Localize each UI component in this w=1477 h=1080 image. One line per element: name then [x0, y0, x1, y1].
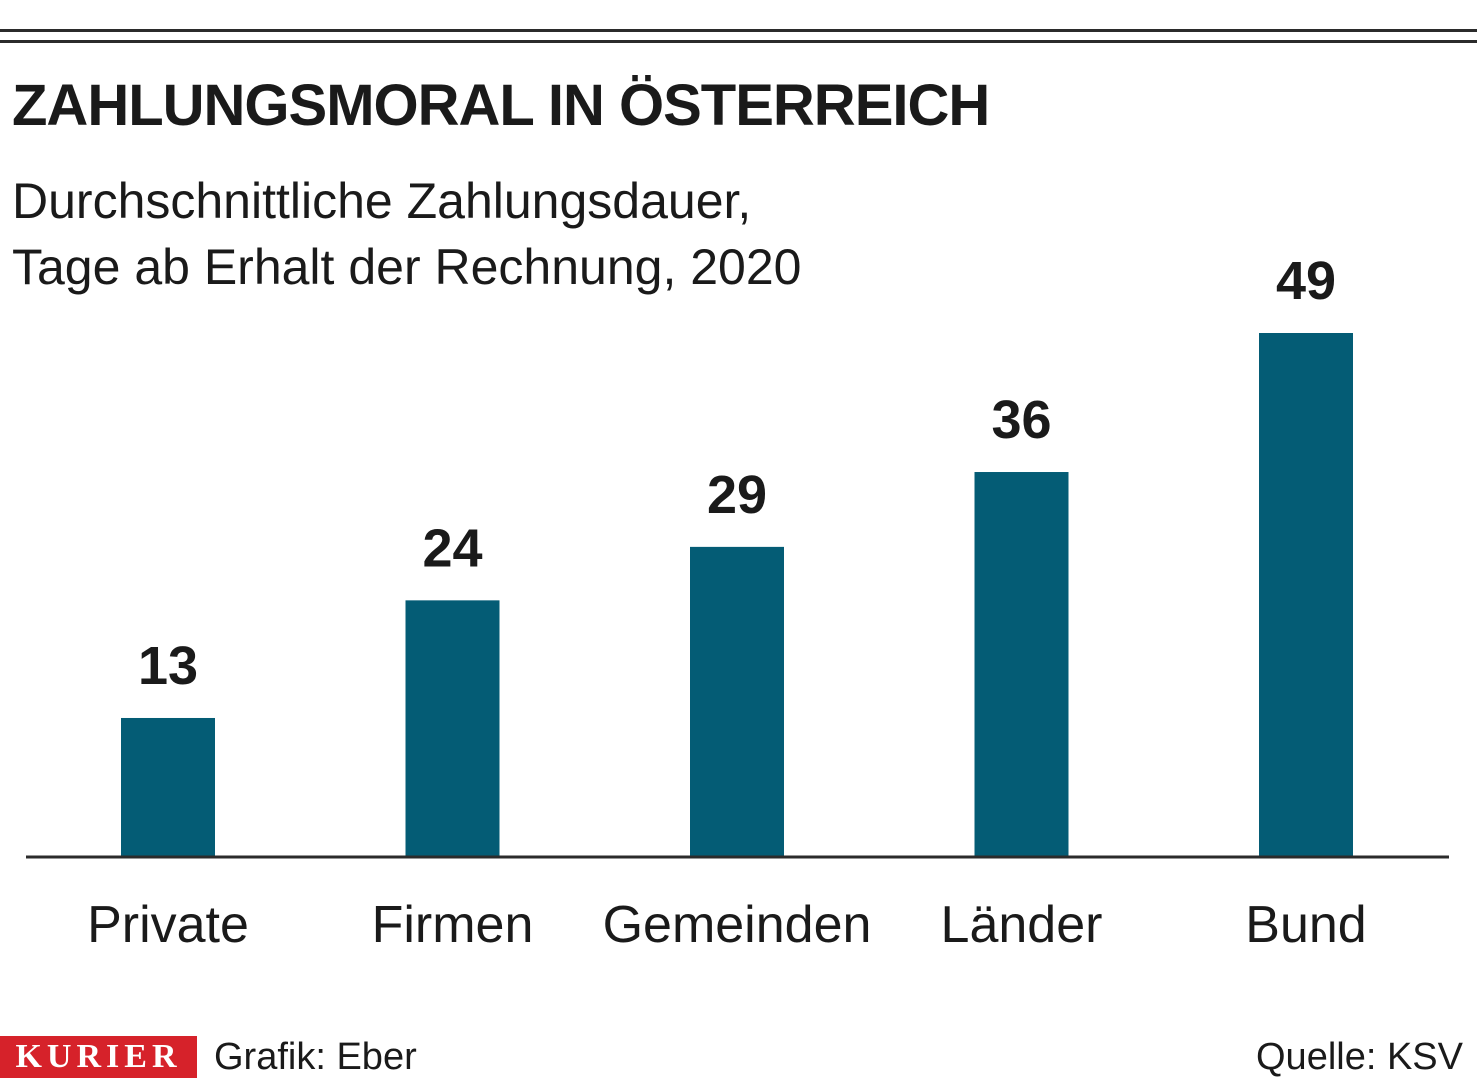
- subtitle-line-1: Durchschnittliche Zahlungsdauer,: [12, 173, 752, 229]
- value-label-gemeinden: 29: [707, 465, 767, 525]
- category-label-l-nder: Länder: [941, 896, 1103, 954]
- chart-title: ZAHLUNGSMORAL IN ÖSTERREICH: [12, 73, 990, 138]
- value-label-bund: 49: [1276, 251, 1336, 311]
- top-rule-1: [0, 29, 1477, 32]
- value-label-private: 13: [138, 636, 198, 696]
- bar-private: [121, 717, 215, 857]
- category-label-private: Private: [87, 896, 249, 954]
- bar-bund: [1259, 333, 1353, 857]
- bar-l-nder: [974, 472, 1069, 857]
- bar-chart: 13 24 29 36 49 Private Firmen Gemeinden Länder B…: [26, 251, 1449, 954]
- data-source: Quelle: KSV: [1256, 1036, 1463, 1078]
- subtitle-line-2: Tage ab Erhalt der Rechnung, 2020: [12, 239, 802, 295]
- chart-subtitle: Durchschnittliche Zahlungsdauer, Tage ab…: [12, 168, 801, 300]
- graphic-credit: Grafik: Eber: [214, 1036, 417, 1078]
- value-labels-group: 13 24 29 36 49: [138, 251, 1336, 696]
- value-label-l-nder: 36: [991, 390, 1051, 450]
- top-rule-2: [0, 40, 1477, 43]
- bars-group: [121, 333, 1353, 857]
- value-label-firmen: 24: [422, 518, 482, 578]
- category-label-firmen: Firmen: [372, 896, 534, 954]
- kurier-logo: KURIER: [0, 1036, 197, 1078]
- category-label-bund: Bund: [1245, 896, 1366, 954]
- bar-firmen: [405, 600, 500, 857]
- category-label-gemeinden: Gemeinden: [603, 896, 872, 954]
- category-labels-group: Private Firmen Gemeinden Länder Bund: [87, 896, 1367, 954]
- bar-gemeinden: [690, 546, 784, 857]
- footer: KURIER Grafik: Eber Quelle: KSV: [0, 1034, 1477, 1080]
